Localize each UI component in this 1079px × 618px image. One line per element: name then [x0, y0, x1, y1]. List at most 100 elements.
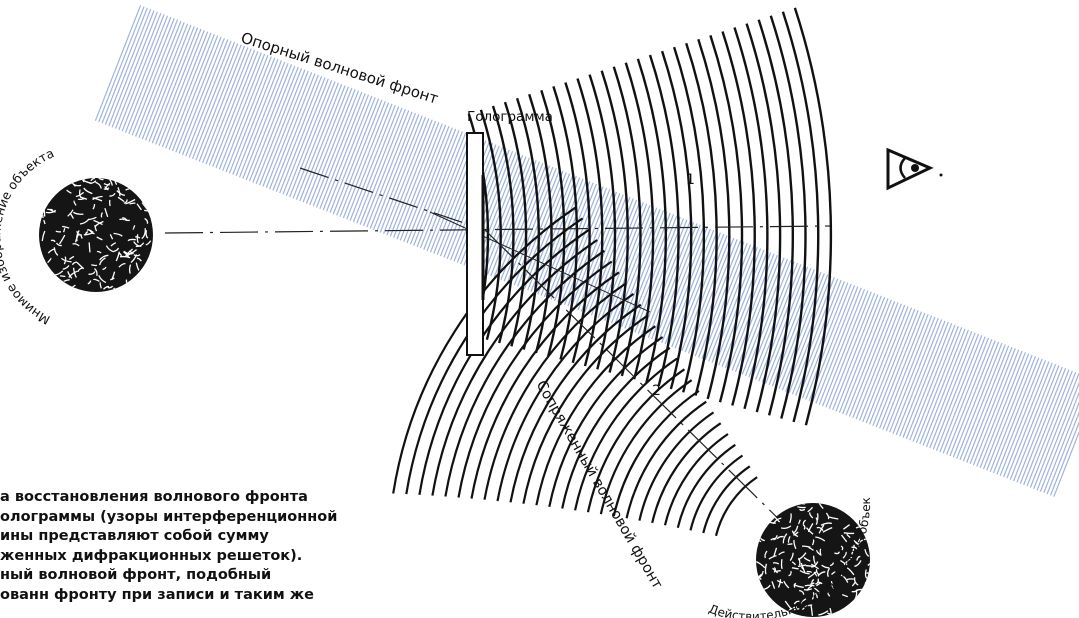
speckle-stroke — [130, 254, 138, 263]
front2-arc — [405, 217, 584, 495]
reference-beam-line — [339, 101, 386, 217]
reference-beam-line — [299, 85, 346, 202]
reference-beam-line — [895, 319, 943, 436]
speckle-stroke — [775, 570, 781, 573]
reference-beam-line — [929, 332, 976, 449]
reference-beam-line — [758, 265, 805, 382]
speckle-stroke — [47, 248, 56, 254]
reference-beam-line — [842, 298, 889, 415]
front1-arc — [757, 19, 794, 416]
reference-beam-line — [547, 182, 594, 299]
speckle-stroke — [125, 198, 136, 205]
reconstructed-wavefront-1 — [467, 7, 833, 426]
speckle-stroke — [793, 583, 804, 589]
speckle-stroke — [62, 225, 70, 229]
front2-arc — [574, 357, 678, 511]
front1-arc — [491, 105, 515, 344]
reference-beam-line — [825, 291, 872, 408]
reference-beam-line — [272, 74, 319, 191]
speckle-stroke — [113, 232, 123, 237]
reference-beam-line — [942, 337, 990, 454]
speckle-stroke — [119, 255, 131, 259]
reference-beam-line — [352, 106, 400, 223]
speckle-stroke — [39, 266, 41, 274]
speckle-stroke — [45, 209, 57, 214]
speckle-stroke — [809, 582, 815, 585]
reference-beam-line — [644, 220, 691, 337]
reference-beam-line — [587, 198, 634, 315]
reference-beam-line — [607, 206, 654, 323]
reference-beam-line — [681, 235, 728, 352]
speckle-stroke — [40, 212, 44, 219]
reference-beam-line — [848, 300, 896, 417]
speckle-stroke — [799, 508, 806, 511]
reference-beam-line — [560, 187, 608, 304]
speckle-stroke — [145, 230, 149, 239]
reference-beam-line — [718, 249, 765, 366]
reference-beam-line — [191, 43, 239, 160]
reference-beam-line — [289, 81, 336, 198]
speckle-stroke — [41, 230, 46, 242]
reference-beam-line — [952, 341, 1000, 458]
front1-arc — [624, 62, 655, 380]
front1-arc — [576, 78, 604, 367]
front1-arc — [600, 70, 629, 373]
speckle-stroke — [108, 178, 113, 186]
front1-arc — [612, 66, 642, 377]
reference-beam-line — [262, 70, 309, 187]
reference-beam-line — [962, 345, 1010, 462]
reference-beam-line — [620, 211, 668, 328]
reference-beam-line — [996, 358, 1043, 475]
speckle-stroke — [72, 243, 80, 247]
speckle-stroke — [92, 197, 103, 202]
reference-beam-line — [228, 57, 276, 174]
reference-beam-line — [413, 129, 460, 246]
speckle-stroke — [41, 271, 47, 275]
reference-beam-line — [845, 299, 892, 416]
speckle-stroke — [846, 533, 851, 539]
speckle-stroke — [128, 250, 134, 255]
speckle-stroke — [139, 184, 147, 189]
speckle-stroke — [820, 522, 833, 526]
speckle-stroke — [46, 193, 53, 196]
speckle-stroke — [47, 283, 53, 287]
speckle-stroke — [776, 579, 784, 584]
speckle-stroke — [96, 250, 102, 254]
reference-beam-line — [530, 175, 577, 292]
speckle-stroke — [75, 191, 85, 198]
speckle-stroke — [825, 512, 830, 520]
reference-beam-line — [141, 23, 189, 140]
speckle-stroke — [92, 278, 100, 282]
speckle-stroke — [72, 267, 77, 278]
reference-beam-line — [1023, 369, 1070, 486]
speckle-stroke — [109, 234, 114, 240]
reference-beam-line — [406, 127, 453, 244]
speckle-stroke — [802, 519, 807, 525]
speckle-stroke — [123, 199, 128, 204]
reference-beam-line — [500, 164, 547, 281]
front2-arc — [483, 282, 627, 500]
speckle-stroke — [771, 581, 776, 589]
reference-beam-line — [949, 340, 996, 457]
reference-beam-line — [905, 323, 953, 440]
speckle-stroke — [816, 549, 821, 556]
speckle-stroke — [851, 546, 858, 550]
speckle-stroke — [840, 559, 848, 566]
speckle-stroke — [856, 555, 861, 561]
front1-arc — [515, 97, 540, 350]
speckle-stroke — [150, 264, 153, 269]
speckle-stroke — [756, 539, 762, 543]
front1-arc — [564, 82, 591, 364]
reference-beam-line — [637, 218, 685, 334]
reference-beam-line — [111, 11, 158, 128]
front2-arc — [444, 249, 606, 497]
speckle-stroke — [109, 192, 116, 197]
speckle-stroke — [756, 505, 761, 510]
speckle-stroke — [793, 525, 799, 534]
reference-beam-line — [235, 60, 282, 177]
reference-beam-line — [175, 36, 222, 153]
speckle-stroke — [789, 513, 792, 524]
speckle-stroke — [852, 510, 857, 518]
front1-arc — [793, 7, 833, 426]
front2-arc — [522, 314, 649, 504]
